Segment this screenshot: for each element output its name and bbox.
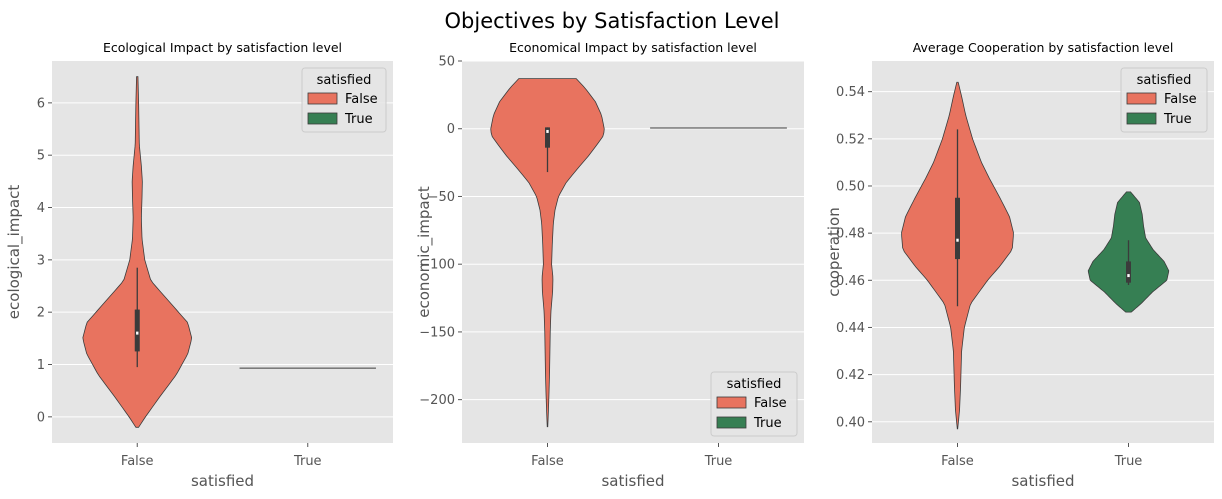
panel-1: 0 1 2 3 4 5 6 False True Ecological Impact by sat… [5,40,393,490]
legend-swatch-false [716,396,747,409]
legend-swatch-true [307,112,338,125]
panel-3: 0.40 0.42 0.44 0.46 0.48 0.50 0.52 0.54 False Tru… [825,40,1214,490]
y-tick-label: 50 [438,55,455,70]
box-iqr [1126,261,1131,283]
legend: satisfied False True [1120,67,1208,133]
legend-label-false: False [754,396,787,411]
legend-label-false: False [1164,92,1197,107]
x-tick-label: True [293,454,322,469]
y-axis-label: cooperation [825,207,843,296]
x-tick-label: True [704,454,733,469]
y-tick-label: 0 [447,122,455,137]
box-median [136,331,139,335]
legend-label-true: True [753,416,782,431]
x-axis-label: satisfied [1011,472,1074,490]
box-median [956,238,959,242]
y-tick-label: 2 [37,306,45,321]
box-median [546,129,549,133]
y-tick-label: −50 [428,190,455,205]
x-axis-label: satisfied [191,472,254,490]
box-iqr [134,309,140,352]
y-tick-label: 0.40 [836,415,865,430]
x-axis-label: satisfied [601,472,664,490]
y-tick-label: −200 [419,393,455,408]
y-tick-label: 6 [37,96,45,111]
x-tick-label: False [531,454,564,469]
y-axis-label: ecological_impact [5,185,24,320]
legend-title: satisfied [317,73,372,88]
x-tick-label: True [1114,454,1143,469]
panel-title: Economical Impact by satisfaction level [509,40,757,55]
legend-swatch-true [716,416,747,429]
panel-2: −200 −150 −100 −50 0 50 False True Economical Im… [415,40,804,490]
box-iqr [955,197,960,260]
legend-title: satisfied [1137,73,1192,88]
legend-title: satisfied [727,377,782,392]
legend: satisfied False True [301,67,387,133]
violin-false [490,78,605,428]
legend-swatch-true [1126,112,1157,125]
y-tick-label: 4 [37,201,45,216]
x-tick-label: False [941,454,974,469]
box-iqr [545,127,550,148]
legend-swatch-false [1126,92,1157,105]
y-tick-label: 0.48 [836,227,865,242]
y-tick-label: 5 [37,149,45,164]
legend-label-true: True [344,112,373,127]
legend-swatch-false [307,92,338,105]
y-axis-label: economic_impact [415,186,434,318]
y-tick-label: 1 [37,358,45,373]
legend-label-true: True [1163,112,1192,127]
figure-title: Objectives by Satisfaction Level [445,9,780,33]
panel-title: Ecological Impact by satisfaction level [103,40,342,55]
violin-false [82,76,193,428]
x-tick-label: False [121,454,154,469]
legend: satisfied False True [710,371,798,437]
y-tick-label: 0.46 [836,274,865,289]
legend-label-false: False [345,92,378,107]
y-tick-label: 0.50 [836,179,865,194]
y-tick-label: 0.52 [836,132,865,147]
box-median [1127,274,1130,278]
panel-title: Average Cooperation by satisfaction leve… [913,40,1174,55]
y-tick-label: 0.54 [836,85,865,100]
y-tick-label: −100 [419,258,455,273]
y-tick-label: 0.42 [836,368,865,383]
y-tick-label: 0.44 [836,321,865,336]
y-tick-label: 3 [37,253,45,268]
y-tick-label: 0 [37,410,45,425]
y-tick-label: −150 [419,325,455,340]
